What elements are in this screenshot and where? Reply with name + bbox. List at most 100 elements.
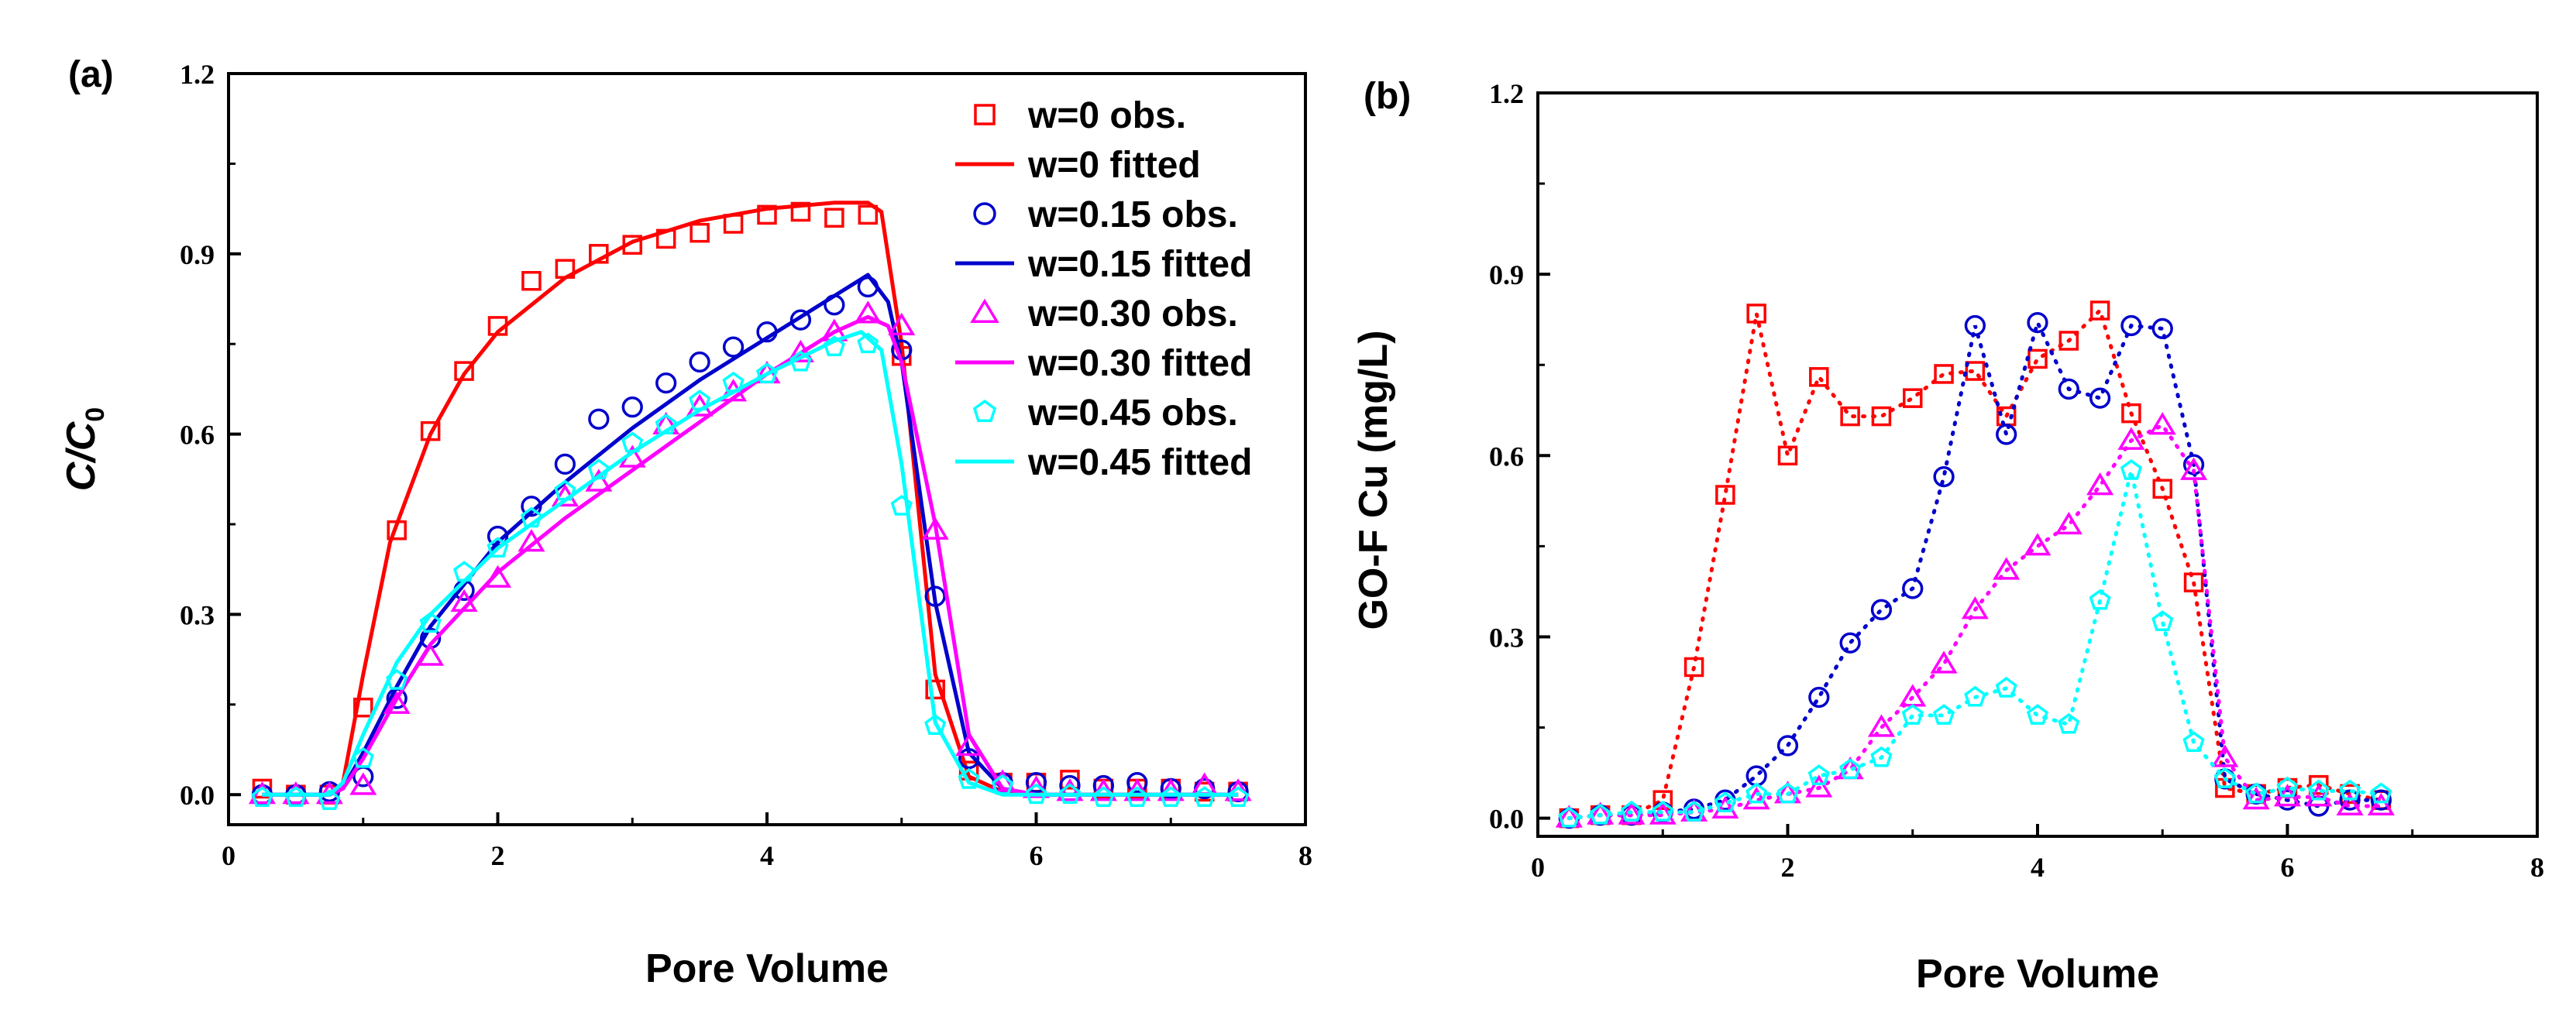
panel-b-data-point [1839, 758, 1862, 780]
panel-b-series [1555, 300, 2395, 829]
panel-b-data-point [2089, 300, 2110, 321]
panel-b-data-point [1589, 803, 1611, 825]
panel-b-data-point [2367, 792, 2395, 816]
panel-b-data-point [2120, 459, 2143, 480]
panel-b-data-point [1964, 685, 1986, 707]
panel-a-series-7 [262, 330, 1239, 797]
panel-b-data-point [2058, 331, 2079, 351]
panel-b-data-point [1745, 782, 1768, 804]
panel-b-data-point [1870, 746, 1893, 767]
panel-b-data-point [1933, 465, 1955, 488]
legend-entry: w=0.45 obs. [972, 393, 1238, 434]
panel-b-data-point [1840, 406, 1860, 427]
panel-b: (b) 0 2 4 6 8 0.0 0.3 0.6 0.9 1.2 Pore Volume GO… [1351, 76, 2544, 997]
panel-b-data-point [1961, 596, 1989, 619]
panel-a-x-tick-label: 0 [222, 840, 236, 871]
panel-b-data-point [1777, 445, 1798, 466]
legend-label: w=0.30 obs. [1027, 293, 1238, 335]
panel-b-series-dotted-line [1567, 423, 2383, 821]
legend-label: w=0.45 fitted [1027, 442, 1252, 483]
panel-a-y-axis-title-sub: 0 [81, 407, 110, 422]
panel-a-x-tick-label: 6 [1030, 840, 1044, 871]
panel-b-frame [1536, 91, 2539, 838]
legend-label: w=0.15 obs. [1027, 194, 1238, 235]
panel-b-data-point [1652, 800, 1674, 822]
panel-b-data-point [2026, 704, 2049, 725]
panel-a-data-point [690, 222, 710, 243]
panel-a: (a) 0 2 4 6 8 0.0 0.3 0.6 0.9 1.2 Pore Volume C/… [59, 54, 1312, 991]
panel-a-x-tick-label: 2 [491, 840, 505, 871]
panel-b-data-point [1964, 314, 1986, 337]
panel-a-y-tick-label: 0.9 [180, 239, 215, 270]
panel-b-data-point [1839, 632, 1861, 654]
legend-label: w=0 fitted [1027, 145, 1201, 186]
panel-b-x-tick-label: 4 [2031, 852, 2045, 883]
panel-b-x-axis-title: Pore Volume [1916, 952, 2159, 997]
legend-label: w=0 obs. [1027, 95, 1186, 136]
legend-marker-swatch [970, 298, 999, 323]
panel-a-data-point [1058, 783, 1082, 805]
panel-b-series-2 [1555, 412, 2395, 828]
panel-b-x-tick-label: 6 [2281, 852, 2295, 883]
panel-b-y-axis-title: GO-F Cu (mg/L) [1351, 330, 1396, 630]
panel-a-series-line [262, 314, 1239, 797]
panel-b-series-dotted-line [1567, 317, 2383, 821]
panel-b-data-point [1995, 676, 2017, 698]
panel-b-data-point [2058, 712, 2080, 734]
legend-entry: w=0.15 fitted [955, 244, 1252, 285]
panel-a-data-point [521, 270, 542, 291]
panel-a-data-point [420, 420, 441, 441]
panel-b-data-point [1714, 791, 1736, 813]
panel-b-data-point [2336, 792, 2364, 816]
panel-a-y-axis-title-main: C/C [59, 420, 104, 491]
panel-a-data-point [454, 361, 474, 381]
panel-b-data-point [2182, 731, 2205, 753]
panel-b-data-point [1558, 806, 1580, 828]
panel-b-data-point [2370, 789, 2392, 811]
panel-a-data-point [888, 312, 916, 335]
panel-b-data-point [1684, 657, 1704, 678]
panel-a-data-point [789, 350, 812, 372]
panel-a-data-point [621, 396, 643, 418]
panel-b-data-point [1930, 650, 1958, 674]
panel-b-data-point [2211, 744, 2239, 767]
panel-b-series-1 [1558, 311, 2392, 829]
panel-b-data-point [2339, 789, 2361, 811]
panel-a-series [248, 201, 1252, 810]
panel-a-data-point [958, 767, 980, 789]
panel-b-data-point [2027, 348, 2048, 369]
panel-b-data-point [2180, 457, 2208, 480]
panel-b-data-point [2307, 779, 2330, 801]
legend-marker-swatch [973, 202, 996, 225]
panel-a-y-tick-label: 0.3 [180, 599, 215, 630]
panel-b-data-point [1808, 686, 1830, 709]
panel-b-x-ticks: 0 2 4 6 8 [1531, 824, 2544, 883]
panel-a-legend: w=0 obs. w=0 fitted w=0.15 obs. w=0.15 fitt… [955, 95, 1252, 483]
panel-b-data-point [1805, 774, 1833, 798]
legend-entry: w=0.30 fitted [955, 343, 1252, 384]
panel-b-data-point [1649, 801, 1677, 825]
panel-b-data-point [1867, 714, 1895, 737]
panel-a-data-point [789, 309, 812, 331]
panel-a-data-point [383, 691, 411, 714]
panel-b-data-point [2151, 317, 2173, 340]
panel-b-x-tick-label: 0 [1531, 852, 1545, 883]
panel-b-data-point [1901, 704, 1924, 725]
panel-b-data-point [2148, 412, 2176, 435]
panel-b-data-point [1993, 557, 2021, 580]
panel-a-data-point [689, 351, 710, 373]
panel-b-series-0 [1559, 300, 2392, 829]
panel-b-label: (b) [1364, 76, 1411, 117]
panel-b-data-point [2276, 776, 2299, 798]
legend-label: w=0.30 fitted [1027, 343, 1252, 384]
panel-b-data-point [2309, 774, 2329, 795]
panel-b-data-point [2058, 378, 2079, 400]
panel-b-data-point [2213, 767, 2236, 788]
panel-b-data-point [1620, 800, 1643, 822]
panel-b-y-ticks: 0.0 0.3 0.6 0.9 1.2 [1489, 78, 1550, 835]
panel-a-x-axis-title: Pore Volume [645, 946, 889, 991]
panel-b-x-tick-label: 2 [1781, 852, 1795, 883]
panel-b-data-point [1871, 406, 1892, 427]
panel-a-data-point [854, 300, 882, 324]
